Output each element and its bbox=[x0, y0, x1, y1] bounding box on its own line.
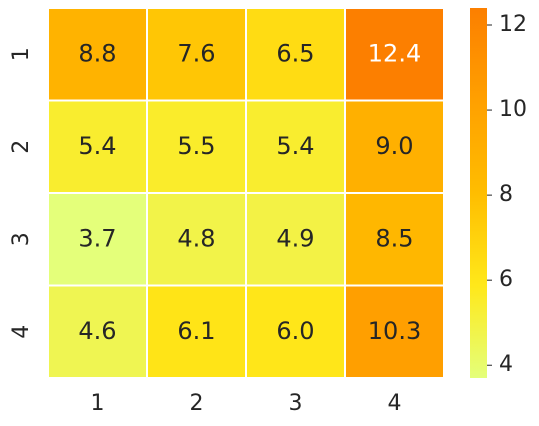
cell-label: 5.4 bbox=[78, 132, 116, 160]
cell-label: 9.0 bbox=[375, 132, 413, 160]
heatmap-cell bbox=[344, 284, 445, 379]
colorbar-tick-label: 4 bbox=[499, 352, 513, 377]
heatmap-cell bbox=[344, 99, 445, 194]
y-tick-label: 1 bbox=[9, 47, 34, 61]
colorbar-tick-label: 8 bbox=[499, 182, 513, 207]
cell-label: 8.5 bbox=[375, 224, 413, 252]
colorbar-tick-label: 6 bbox=[499, 267, 513, 292]
heatmap-cell bbox=[344, 7, 445, 102]
cell-label: 4.6 bbox=[78, 317, 116, 345]
y-tick-label: 2 bbox=[9, 140, 34, 154]
colorbar-tick-label: 12 bbox=[499, 12, 527, 37]
heatmap-cell bbox=[146, 99, 247, 194]
heatmap-cell bbox=[47, 7, 148, 102]
y-tick-label: 4 bbox=[9, 325, 34, 339]
cell-label: 7.6 bbox=[177, 39, 215, 67]
cell-label: 5.4 bbox=[276, 132, 314, 160]
cell-label: 8.8 bbox=[78, 39, 116, 67]
cell-label: 4.9 bbox=[276, 224, 314, 252]
cell-label: 3.7 bbox=[78, 224, 116, 252]
heatmap-cell bbox=[146, 7, 247, 102]
cell-label: 5.5 bbox=[177, 132, 215, 160]
cell-label: 4.8 bbox=[177, 224, 215, 252]
colorbar bbox=[470, 8, 487, 378]
y-tick-label: 3 bbox=[9, 232, 34, 246]
x-tick-label: 3 bbox=[289, 391, 303, 416]
x-tick-label: 4 bbox=[388, 391, 402, 416]
x-tick-label: 2 bbox=[190, 391, 204, 416]
cell-label: 6.5 bbox=[276, 39, 314, 67]
cell-label: 12.4 bbox=[368, 39, 421, 67]
heatmap-cell bbox=[146, 192, 247, 287]
cell-label: 6.0 bbox=[276, 317, 314, 345]
heatmap-cell bbox=[146, 284, 247, 379]
heatmap-cell bbox=[344, 192, 445, 287]
colorbar-tick-label: 10 bbox=[499, 97, 527, 122]
cell-label: 10.3 bbox=[368, 317, 421, 345]
heatmap-cell bbox=[47, 284, 148, 379]
x-tick-label: 1 bbox=[91, 391, 105, 416]
cell-label: 6.1 bbox=[177, 317, 215, 345]
heatmap-cell bbox=[245, 7, 346, 102]
